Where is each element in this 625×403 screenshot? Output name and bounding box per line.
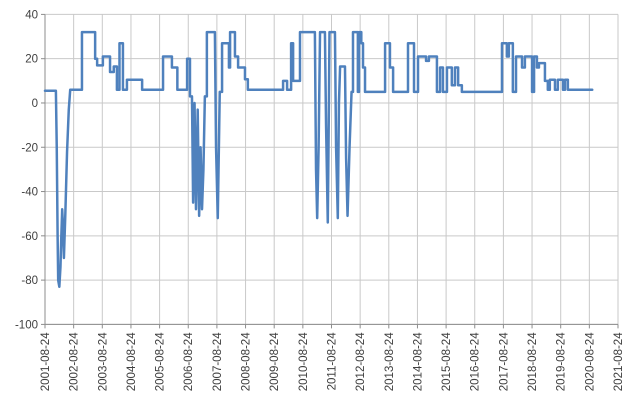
x-tick-label: 2008-08-24 — [241, 332, 253, 391]
x-tick-label: 2016-08-24 — [470, 332, 482, 391]
y-tick-label: -40 — [21, 187, 38, 199]
y-tick-label: 20 — [25, 54, 38, 66]
x-tick-label: 2014-08-24 — [412, 332, 424, 391]
x-tick-label: 2007-08-24 — [212, 332, 224, 391]
x-tick-label: 2017-08-24 — [498, 332, 510, 391]
data-series-line — [43, 30, 594, 289]
x-tick-label: 2021-08-24 — [613, 332, 625, 391]
x-tick-label: 2019-08-24 — [556, 332, 568, 391]
y-tick-label: -20 — [21, 142, 38, 154]
y-tick-label: -80 — [21, 275, 38, 287]
x-tick-label: 2005-08-24 — [155, 332, 167, 391]
x-tick-label: 2002-08-24 — [69, 332, 81, 391]
x-tick-label: 2011-08-24 — [327, 332, 339, 391]
x-tick-label: 2009-08-24 — [269, 332, 281, 391]
x-tick-label: 2006-08-24 — [183, 332, 195, 391]
y-tick-label: -60 — [21, 231, 38, 243]
y-tick-label: 0 — [32, 98, 38, 110]
y-tick-label: 40 — [25, 9, 38, 21]
y-tick-label: -100 — [15, 319, 38, 331]
x-tick-label: 2013-08-24 — [384, 332, 396, 391]
x-tick-label: 2003-08-24 — [97, 332, 109, 391]
x-tick-label: 2018-08-24 — [527, 332, 539, 391]
x-tick-label: 2010-08-24 — [298, 332, 310, 391]
x-tick-label: 2012-08-24 — [355, 332, 367, 391]
x-tick-label: 2015-08-24 — [441, 332, 453, 391]
x-tick-label: 2004-08-24 — [126, 332, 138, 391]
x-tick-label: 2001-08-24 — [40, 332, 52, 391]
x-tick-label: 2020-08-24 — [584, 332, 596, 391]
